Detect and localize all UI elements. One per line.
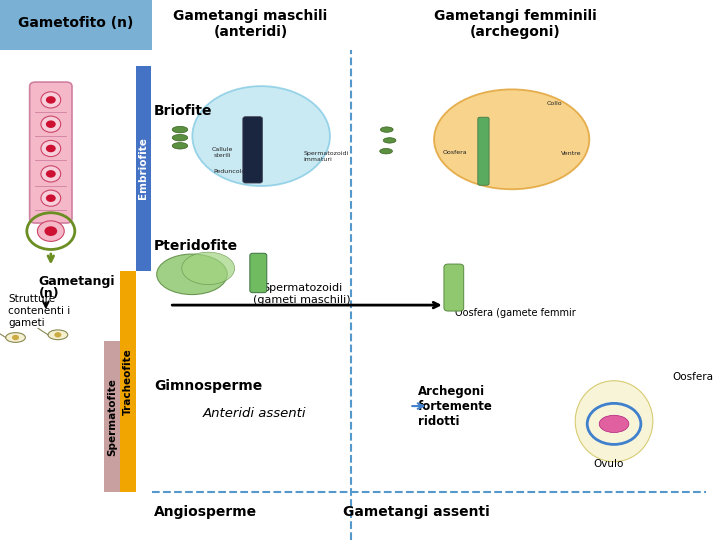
Bar: [0, 0, 152, 50]
FancyBboxPatch shape: [243, 117, 263, 183]
Text: Peduncolo: Peduncolo: [213, 168, 246, 174]
Text: Strutture
contenenti i
gameti: Strutture contenenti i gameti: [9, 294, 71, 327]
Text: Spermatofite: Spermatofite: [107, 378, 117, 456]
Ellipse shape: [383, 138, 396, 143]
Text: Gametangi femminili
(archegoni): Gametangi femminili (archegoni): [434, 9, 597, 39]
Ellipse shape: [41, 140, 60, 157]
FancyBboxPatch shape: [250, 253, 267, 293]
FancyBboxPatch shape: [478, 117, 489, 185]
Ellipse shape: [41, 92, 60, 108]
Ellipse shape: [41, 116, 60, 132]
Text: Gametangi maschili
(anteridi): Gametangi maschili (anteridi): [174, 9, 328, 39]
Ellipse shape: [599, 415, 629, 433]
Ellipse shape: [48, 330, 68, 340]
Text: Collo: Collo: [546, 101, 562, 106]
Text: Ventre: Ventre: [561, 151, 582, 157]
Text: Tracheofite: Tracheofite: [122, 348, 132, 415]
Circle shape: [46, 194, 55, 202]
Text: Archegoni
fortemente
ridotti: Archegoni fortemente ridotti: [418, 384, 492, 428]
Bar: [120, 271, 135, 492]
Circle shape: [46, 145, 55, 152]
Ellipse shape: [172, 134, 188, 141]
Circle shape: [46, 96, 55, 104]
Text: Gametangi: Gametangi: [39, 275, 115, 288]
Ellipse shape: [434, 89, 590, 189]
FancyBboxPatch shape: [444, 264, 464, 311]
Bar: [104, 341, 120, 492]
Text: Briofite: Briofite: [154, 104, 212, 118]
Ellipse shape: [172, 126, 188, 133]
Bar: [135, 66, 151, 271]
Text: Gametangi assenti: Gametangi assenti: [343, 505, 490, 519]
Circle shape: [45, 226, 57, 236]
Circle shape: [12, 335, 19, 340]
Ellipse shape: [41, 166, 60, 182]
FancyBboxPatch shape: [30, 82, 72, 223]
Ellipse shape: [37, 221, 64, 241]
Text: Pteridofite: Pteridofite: [154, 239, 238, 253]
Text: (n): (n): [39, 287, 60, 300]
Circle shape: [46, 170, 55, 178]
Circle shape: [54, 332, 61, 338]
Text: Callule
sterili: Callule sterili: [212, 147, 233, 158]
Ellipse shape: [380, 127, 393, 132]
Ellipse shape: [172, 143, 188, 149]
Text: Angiosperme: Angiosperme: [154, 505, 257, 519]
Text: Oosfera: Oosfera: [443, 150, 467, 155]
Text: Gimnosperme: Gimnosperme: [154, 379, 262, 393]
Text: Spermatozoidi
(gameti maschili): Spermatozoidi (gameti maschili): [253, 283, 351, 305]
Text: Embriofite: Embriofite: [138, 138, 148, 199]
Text: Spermatozoidi
immaturi: Spermatozoidi immaturi: [304, 151, 348, 162]
Text: Oosfera (gamete femmir: Oosfera (gamete femmir: [455, 308, 576, 318]
Ellipse shape: [157, 254, 228, 295]
Text: Anteridi assenti: Anteridi assenti: [202, 407, 306, 420]
Text: Oosfera: Oosfera: [672, 372, 713, 382]
Ellipse shape: [41, 190, 60, 206]
Ellipse shape: [181, 252, 235, 285]
Text: Ovulo: Ovulo: [593, 460, 624, 469]
Ellipse shape: [192, 86, 330, 186]
Circle shape: [46, 120, 55, 128]
Ellipse shape: [6, 333, 25, 342]
Ellipse shape: [575, 381, 653, 462]
Text: Gametofito (n): Gametofito (n): [18, 16, 133, 30]
Ellipse shape: [379, 148, 392, 154]
